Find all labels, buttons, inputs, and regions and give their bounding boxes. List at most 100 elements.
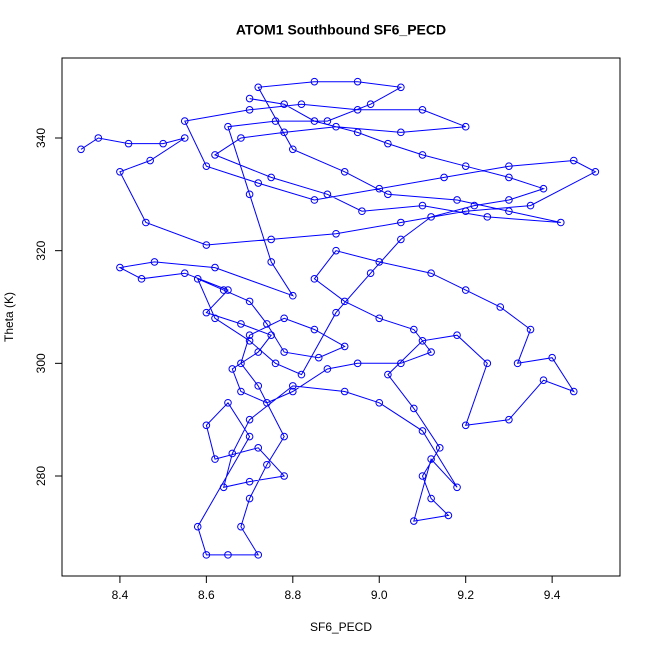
data-point bbox=[310, 117, 319, 125]
data-point bbox=[219, 483, 228, 492]
data-point bbox=[418, 106, 427, 114]
data-point bbox=[539, 376, 548, 385]
data-point bbox=[254, 348, 263, 356]
y-tick-label: 280 bbox=[34, 466, 48, 486]
data-point bbox=[505, 173, 513, 182]
data-point bbox=[271, 117, 280, 125]
data-point bbox=[340, 387, 349, 396]
data-point bbox=[224, 551, 232, 559]
data-point bbox=[340, 167, 349, 176]
data-point bbox=[323, 365, 332, 373]
y-tick-label: 300 bbox=[34, 353, 48, 373]
data-point bbox=[254, 444, 263, 452]
data-point bbox=[211, 151, 219, 159]
data-point bbox=[332, 308, 340, 317]
data-point bbox=[470, 201, 479, 210]
data-point bbox=[237, 134, 245, 142]
chart-title: ATOM1 Southbound SF6_PECD bbox=[236, 22, 446, 38]
data-point bbox=[267, 258, 275, 266]
data-point bbox=[245, 297, 254, 306]
x-tick-label: 8.8 bbox=[284, 588, 301, 602]
data-point bbox=[556, 218, 565, 227]
data-point bbox=[267, 173, 275, 182]
data-point bbox=[297, 100, 306, 108]
data-point bbox=[397, 359, 405, 368]
data-point bbox=[427, 494, 435, 503]
y-tick-label: 320 bbox=[34, 240, 48, 260]
data-point bbox=[461, 286, 470, 294]
data-point bbox=[193, 275, 202, 283]
data-point bbox=[526, 201, 535, 210]
data-point bbox=[332, 246, 340, 255]
data-point bbox=[289, 145, 297, 154]
data-point bbox=[245, 337, 254, 345]
data-point bbox=[116, 263, 124, 272]
data-point bbox=[263, 398, 271, 407]
data-point bbox=[150, 258, 159, 266]
data-point bbox=[505, 196, 513, 204]
data-point bbox=[427, 455, 435, 463]
data-point bbox=[245, 432, 254, 441]
data-point bbox=[569, 156, 578, 165]
data-point bbox=[435, 444, 444, 452]
data-point bbox=[254, 551, 263, 559]
data-point bbox=[146, 156, 154, 165]
data-point bbox=[483, 359, 492, 368]
data-point bbox=[418, 472, 427, 480]
data-point bbox=[280, 128, 288, 137]
data-point bbox=[219, 286, 228, 294]
data-point bbox=[237, 522, 245, 531]
data-point bbox=[375, 314, 384, 323]
data-point bbox=[224, 398, 232, 407]
data-point bbox=[418, 201, 427, 210]
data-point bbox=[77, 145, 85, 154]
data-point bbox=[453, 483, 461, 492]
data-point bbox=[254, 179, 263, 187]
x-tick-label: 8.6 bbox=[198, 588, 215, 602]
data-point bbox=[202, 241, 211, 249]
data-line bbox=[80, 81, 597, 556]
data-point bbox=[461, 162, 470, 170]
data-point bbox=[496, 303, 505, 311]
data-point bbox=[310, 325, 319, 334]
data-point bbox=[245, 331, 254, 339]
data-point bbox=[254, 83, 263, 92]
data-point bbox=[211, 263, 219, 272]
data-point bbox=[267, 331, 275, 339]
data-point bbox=[444, 511, 453, 520]
data-point bbox=[418, 427, 427, 435]
data-point bbox=[237, 359, 245, 368]
x-axis-label: SF6_PECD bbox=[310, 620, 372, 634]
data-point bbox=[310, 77, 319, 86]
data-point bbox=[314, 353, 323, 362]
data-point bbox=[483, 213, 492, 221]
data-point bbox=[142, 218, 150, 227]
data-point bbox=[384, 370, 392, 379]
data-point bbox=[237, 387, 245, 396]
data-point bbox=[202, 308, 211, 317]
data-point bbox=[116, 167, 124, 176]
data-point bbox=[137, 275, 146, 283]
data-point bbox=[375, 258, 384, 266]
data-point bbox=[245, 415, 254, 424]
data-point bbox=[353, 77, 362, 86]
data-point bbox=[505, 207, 513, 216]
data-point bbox=[245, 494, 254, 503]
data-point bbox=[505, 415, 513, 424]
data-point bbox=[267, 235, 275, 244]
data-point bbox=[263, 320, 271, 328]
data-point bbox=[180, 269, 189, 277]
data-point bbox=[427, 213, 435, 221]
data-point bbox=[297, 370, 306, 379]
data-point bbox=[453, 331, 461, 339]
data-point bbox=[237, 320, 245, 328]
y-axis-label: Theta (K) bbox=[2, 292, 16, 342]
data-point bbox=[289, 291, 297, 300]
data-point bbox=[358, 207, 366, 216]
data-point bbox=[202, 162, 211, 170]
data-point bbox=[505, 162, 513, 170]
data-point bbox=[366, 100, 375, 108]
data-point bbox=[289, 382, 297, 390]
y-tick-label: 340 bbox=[34, 128, 48, 148]
